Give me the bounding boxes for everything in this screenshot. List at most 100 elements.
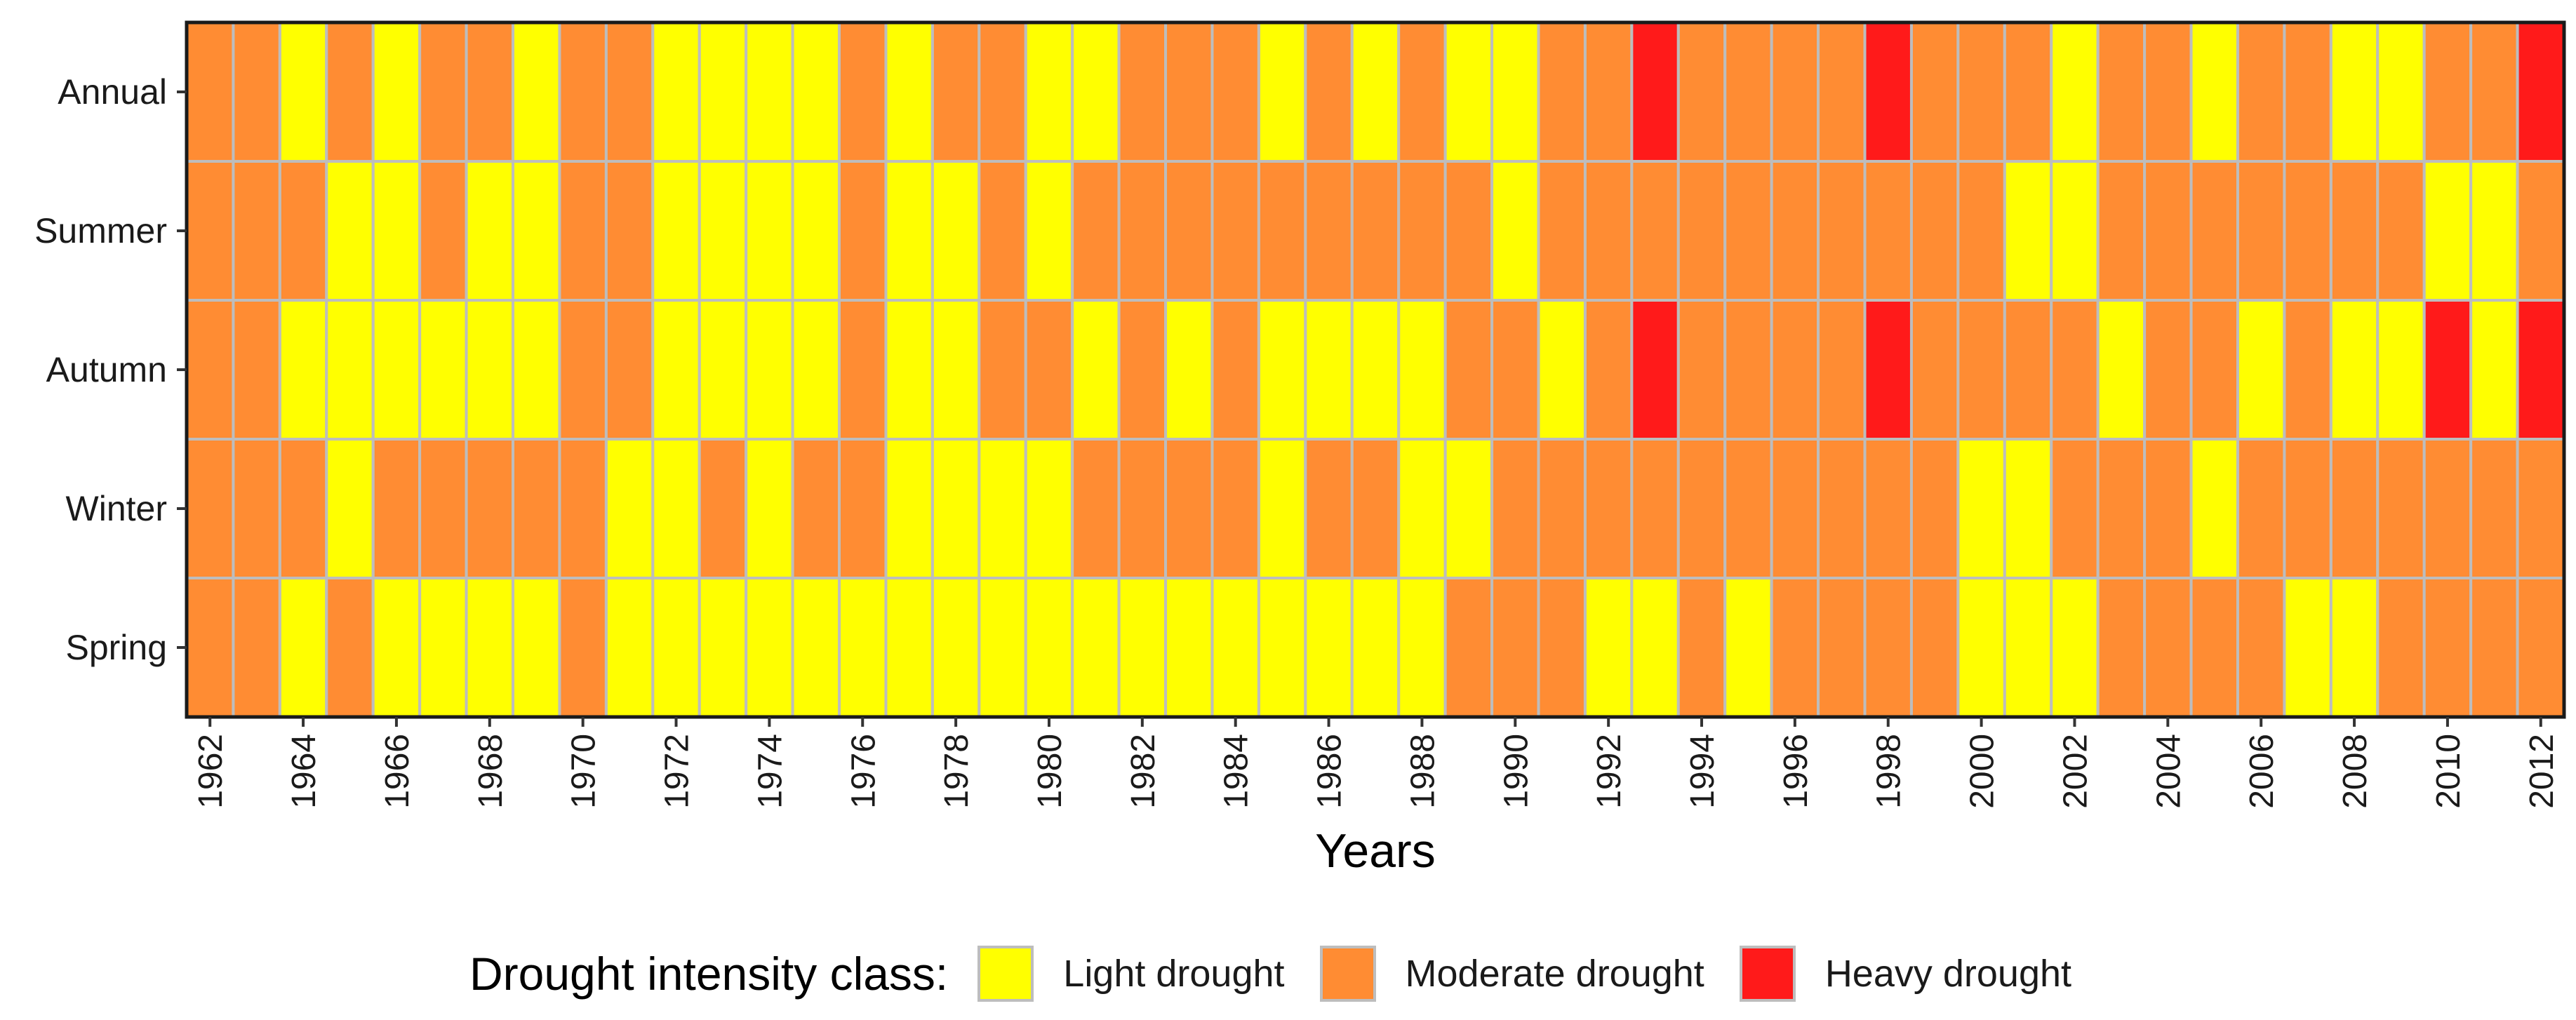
heatmap-cell-summer-1988 — [1397, 160, 1447, 302]
heatmap-cell-autumn-1991 — [1537, 299, 1587, 441]
y-tick-label-spring: Spring — [65, 628, 167, 667]
heatmap-cell-autumn-1981 — [1071, 299, 1121, 441]
heatmap-cell-annual-1986 — [1304, 21, 1354, 163]
legend-label-moderate: Moderate drought — [1405, 953, 1704, 995]
heatmap-cell-summer-1981 — [1071, 160, 1121, 302]
x-tick-label-1990: 1990 — [1497, 734, 1535, 809]
heatmap-cell-summer-1983 — [1164, 160, 1214, 302]
heatmap-cell-spring-2012 — [2516, 577, 2566, 718]
heatmap-cell-winter-1980 — [1024, 438, 1074, 579]
heatmap-cell-spring-1989 — [1443, 577, 1494, 718]
heatmap-cell-spring-1982 — [1117, 577, 1168, 718]
y-tick-label-annual: Annual — [58, 72, 167, 112]
heatmap-cell-winter-1999 — [1909, 438, 1960, 579]
heatmap-cell-autumn-1967 — [418, 299, 468, 441]
heatmap-cell-annual-1997 — [1817, 21, 1867, 163]
heatmap-cell-summer-2001 — [2003, 160, 2053, 302]
x-tick-label-2008: 2008 — [2337, 734, 2374, 809]
heatmap-cell-annual-1982 — [1117, 21, 1168, 163]
heatmap-cell-spring-2008 — [2329, 577, 2380, 718]
heatmap-cell-autumn-1972 — [651, 299, 701, 441]
heatmap-cell-spring-1966 — [371, 577, 422, 718]
heatmap-cell-spring-1998 — [1863, 577, 1913, 718]
heatmap-cell-annual-2006 — [2236, 21, 2286, 163]
heatmap-cell-annual-1972 — [651, 21, 701, 163]
legend-label-light: Light drought — [1063, 953, 1285, 995]
heatmap-cell-annual-1989 — [1443, 21, 1494, 163]
heatmap-cell-autumn-1966 — [371, 299, 422, 441]
heatmap-cell-annual-1999 — [1909, 21, 1960, 163]
heatmap-cell-summer-1972 — [651, 160, 701, 302]
x-tick-label-1972: 1972 — [659, 734, 696, 809]
heatmap-cell-winter-1973 — [698, 438, 748, 579]
heatmap-cell-autumn-1983 — [1164, 299, 1214, 441]
heatmap-cell-autumn-1993 — [1630, 299, 1680, 441]
heatmap-cell-annual-1966 — [371, 21, 422, 163]
heatmap-cell-winter-1991 — [1537, 438, 1587, 579]
heatmap-cell-annual-1973 — [698, 21, 748, 163]
heatmap-cell-spring-1995 — [1723, 577, 1773, 718]
heatmap-cell-summer-1999 — [1909, 160, 1960, 302]
heatmap-cell-annual-2002 — [2050, 21, 2100, 163]
heatmap-cell-spring-1978 — [930, 577, 981, 718]
legend-label-heavy: Heavy drought — [1824, 953, 2072, 995]
heatmap-cell-winter-1983 — [1164, 438, 1214, 579]
heatmap-cell-summer-2009 — [2376, 160, 2426, 302]
heatmap-cell-winter-2007 — [2283, 438, 2333, 579]
heatmap-cell-autumn-1962 — [185, 299, 235, 441]
heatmap-cell-spring-1974 — [745, 577, 794, 718]
heatmap-cell-annual-1975 — [791, 21, 841, 163]
heatmap-cell-annual-2004 — [2143, 21, 2193, 163]
heatmap-cell-summer-1975 — [791, 160, 841, 302]
heatmap-cell-spring-1976 — [838, 577, 888, 718]
x-tick-label-1982: 1982 — [1125, 734, 1162, 809]
heatmap-cell-autumn-1999 — [1909, 299, 1960, 441]
heatmap-cell-autumn-1963 — [232, 299, 281, 441]
heatmap-cell-winter-1987 — [1350, 438, 1401, 579]
heatmap-cell-winter-1997 — [1817, 438, 1867, 579]
x-tick-label-1968: 1968 — [472, 734, 509, 809]
heatmap-cell-winter-1996 — [1770, 438, 1820, 579]
heatmap-cell-annual-1990 — [1490, 21, 1540, 163]
heatmap-cell-annual-1978 — [930, 21, 981, 163]
heatmap-cell-winter-1984 — [1210, 438, 1260, 579]
heatmap-cell-summer-1982 — [1117, 160, 1168, 302]
heatmap-cell-spring-1987 — [1350, 577, 1401, 718]
heatmap-cell-winter-1998 — [1863, 438, 1913, 579]
legend: Drought intensity class: Light drought M… — [0, 939, 2576, 1009]
heatmap-cell-winter-2008 — [2329, 438, 2380, 579]
legend-title: Drought intensity class: — [469, 948, 949, 1000]
x-tick-label-1962: 1962 — [192, 734, 229, 809]
heatmap-cell-winter-2000 — [1956, 438, 2006, 579]
x-tick-label-1986: 1986 — [1312, 734, 1349, 809]
heatmap-cell-autumn-1992 — [1583, 299, 1634, 441]
heatmap-cell-annual-2003 — [2096, 21, 2147, 163]
heatmap-cell-autumn-1980 — [1024, 299, 1074, 441]
heatmap-cell-summer-1987 — [1350, 160, 1401, 302]
heatmap-cell-annual-1994 — [1676, 21, 1727, 163]
heatmap-cell-spring-1981 — [1071, 577, 1121, 718]
heatmap-cell-winter-2006 — [2236, 438, 2286, 579]
heatmap-cell-spring-1985 — [1257, 577, 1307, 718]
x-tick-label-1984: 1984 — [1218, 734, 1255, 809]
heatmap-cell-summer-2012 — [2516, 160, 2566, 302]
heatmap-cell-summer-1974 — [745, 160, 794, 302]
heatmap-cell-summer-2011 — [2469, 160, 2519, 302]
heatmap-cell-autumn-2010 — [2422, 299, 2473, 441]
heatmap-cell-winter-1965 — [325, 438, 375, 579]
heatmap-cell-spring-1993 — [1630, 577, 1680, 718]
heatmap-cell-spring-1997 — [1817, 577, 1867, 718]
y-axis-ticks: Annual Summer Autumn Winter Spring — [34, 72, 187, 667]
heatmap-cell-winter-1989 — [1443, 438, 1494, 579]
x-tick-label-2006: 2006 — [2243, 734, 2281, 809]
x-tick-label-2010: 2010 — [2430, 734, 2467, 809]
heatmap-cell-summer-1994 — [1676, 160, 1727, 302]
heatmap-cell-spring-1975 — [791, 577, 841, 718]
heatmap-cell-summer-2010 — [2422, 160, 2473, 302]
heatmap-cell-autumn-1989 — [1443, 299, 1494, 441]
heatmap-cell-winter-1979 — [977, 438, 1027, 579]
heatmap-cell-winter-1963 — [232, 438, 281, 579]
heatmap-cell-autumn-1986 — [1304, 299, 1354, 441]
heatmap-cell-winter-2011 — [2469, 438, 2519, 579]
heatmap-cell-autumn-1975 — [791, 299, 841, 441]
